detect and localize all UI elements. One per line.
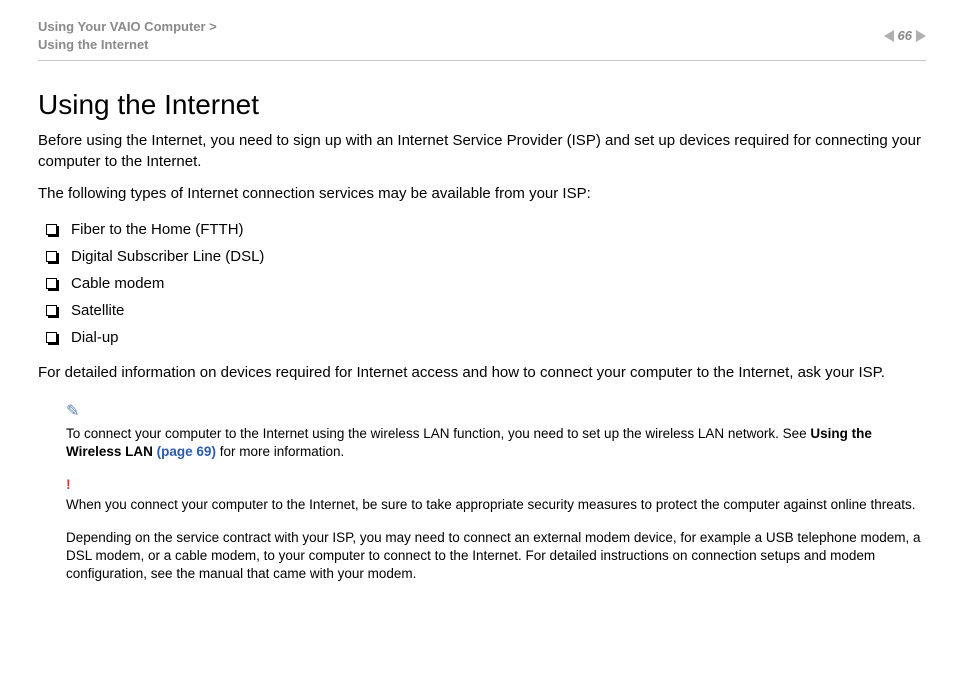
page-number: 66 — [898, 28, 912, 43]
list-item-label: Fiber to the Home (FTTH) — [71, 216, 244, 243]
note-warning: ! When you connect your computer to the … — [66, 475, 926, 514]
bullet-icon — [46, 332, 57, 343]
page-header: Using Your VAIO Computer > Using the Int… — [0, 0, 954, 54]
bullet-icon — [46, 305, 57, 316]
note-info-text: Depending on the service contract with y… — [66, 530, 920, 581]
page-nav: 66 — [884, 28, 926, 43]
list-item-label: Dial-up — [71, 324, 119, 351]
list-item: Satellite — [46, 297, 926, 324]
bullet-icon — [46, 224, 57, 235]
list-item: Digital Subscriber Line (DSL) — [46, 243, 926, 270]
intro-paragraph-2: The following types of Internet connecti… — [38, 184, 926, 204]
bullet-icon — [46, 278, 57, 289]
list-item: Dial-up — [46, 324, 926, 351]
note-text-pre: To connect your computer to the Internet… — [66, 426, 810, 441]
note-warning-text: When you connect your computer to the In… — [66, 497, 915, 512]
next-page-icon[interactable] — [916, 30, 926, 42]
prev-page-icon[interactable] — [884, 30, 894, 42]
breadcrumb-line-2: Using the Internet — [38, 36, 217, 54]
after-list-paragraph: For detailed information on devices requ… — [38, 363, 926, 383]
breadcrumb-line-1: Using Your VAIO Computer > — [38, 18, 217, 36]
note-tip: ✎ To connect your computer to the Intern… — [66, 401, 926, 461]
connection-types-list: Fiber to the Home (FTTH) Digital Subscri… — [46, 216, 926, 351]
page-title: Using the Internet — [38, 89, 926, 121]
list-item-label: Digital Subscriber Line (DSL) — [71, 243, 264, 270]
pencil-icon: ✎ — [66, 401, 926, 423]
list-item-label: Satellite — [71, 297, 124, 324]
page-content: Using the Internet Before using the Inte… — [0, 61, 954, 583]
list-item: Cable modem — [46, 270, 926, 297]
warning-icon: ! — [66, 475, 926, 494]
wireless-lan-link[interactable]: (page 69) — [157, 444, 216, 459]
intro-paragraph-1: Before using the Internet, you need to s… — [38, 131, 926, 172]
breadcrumb: Using Your VAIO Computer > Using the Int… — [38, 18, 217, 54]
list-item: Fiber to the Home (FTTH) — [46, 216, 926, 243]
note-info: Depending on the service contract with y… — [66, 529, 926, 584]
bullet-icon — [46, 251, 57, 262]
list-item-label: Cable modem — [71, 270, 164, 297]
notes-section: ✎ To connect your computer to the Intern… — [38, 401, 926, 583]
note-text-post: for more information. — [216, 444, 344, 459]
